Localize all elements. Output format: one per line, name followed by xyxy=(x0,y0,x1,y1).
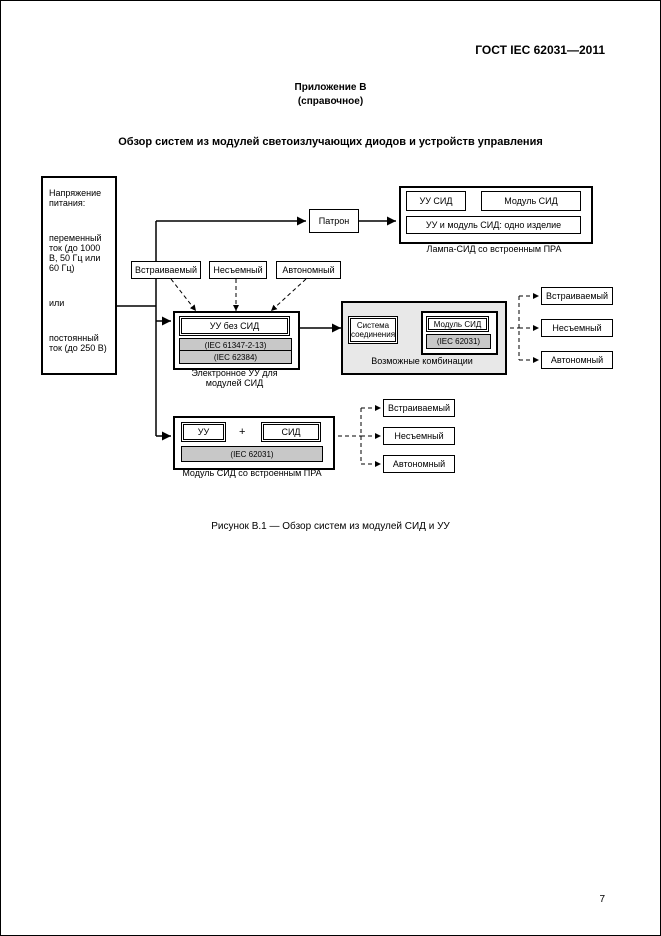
uu-sid-box: УУ СИД xyxy=(406,191,466,211)
uu-caption: Электронное УУ для модулей СИД xyxy=(173,368,296,388)
combined-box: УУ и модуль СИД: одно изделие xyxy=(406,216,581,234)
bot-builtin: Встраиваемый xyxy=(383,399,455,417)
bot-caption: Модуль СИД со встроенным ПРА xyxy=(173,468,331,478)
annex-heading: Приложение В (справочное) xyxy=(1,81,660,109)
supply-l3: или xyxy=(49,298,109,308)
doc-header: ГОСТ IEC 62031—2011 xyxy=(475,43,605,57)
annex-line1: Приложение В xyxy=(295,82,367,93)
lamp-caption: Лампа-СИД со встроенным ПРА xyxy=(399,244,589,254)
uu-no-sid: УУ без СИД xyxy=(179,316,290,336)
page: ГОСТ IEC 62031—2011 Приложение В (справо… xyxy=(0,0,661,936)
supply-block: Напряжение питания: переменный ток (до 1… xyxy=(41,176,117,375)
mid-auto: Автономный xyxy=(276,261,341,279)
mid-builtin: Встраиваемый xyxy=(131,261,201,279)
conn-box: Система соединения xyxy=(348,316,398,344)
combo-caption: Возможные комбинации xyxy=(341,356,503,366)
supply-l4: постоянный ток (до 250 В) xyxy=(49,333,111,353)
mid-fixed: Несъемный xyxy=(209,261,267,279)
page-number: 7 xyxy=(599,894,605,905)
right-builtin: Встраиваемый xyxy=(541,287,613,305)
mod-sid-box: Модуль СИД xyxy=(481,191,581,211)
annex-line2: (справочное) xyxy=(298,96,363,107)
right-fixed: Несъемный xyxy=(541,319,613,337)
bot-uu: УУ xyxy=(181,422,226,442)
bot-sid: СИД xyxy=(261,422,321,442)
bot-fixed: Несъемный xyxy=(383,427,455,445)
uu-std2: (IEC 62384) xyxy=(179,350,292,364)
patron-box: Патрон xyxy=(309,209,359,233)
right-auto: Автономный xyxy=(541,351,613,369)
supply-l2: переменный ток (до 1000 В, 50 Гц или 60 … xyxy=(49,233,111,273)
combo-mod: Модуль СИД xyxy=(426,316,489,332)
figure-caption: Рисунок В.1 — Обзор систем из модулей СИ… xyxy=(1,521,660,532)
diagram-area: Напряжение питания: переменный ток (до 1… xyxy=(41,176,621,496)
combo-std: (IEC 62031) xyxy=(426,334,491,349)
bot-std: (IEC 62031) xyxy=(181,446,323,462)
section-title: Обзор систем из модулей светоизлучающих … xyxy=(1,136,660,148)
bot-auto: Автономный xyxy=(383,455,455,473)
supply-l1: Напряжение питания: xyxy=(49,188,109,208)
bot-plus: + xyxy=(239,426,245,438)
